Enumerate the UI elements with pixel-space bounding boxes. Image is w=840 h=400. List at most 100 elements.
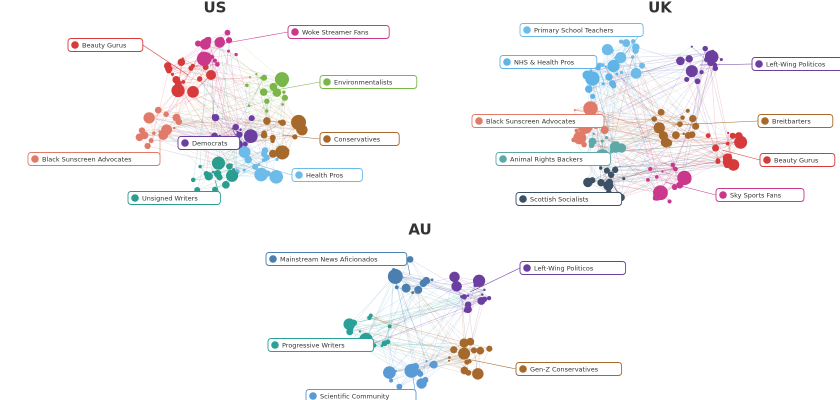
node (590, 93, 596, 99)
label-text: Mainstream News Aficionados (280, 256, 378, 264)
node (242, 141, 248, 147)
edge (362, 286, 457, 348)
label-box (265, 252, 408, 266)
node (699, 70, 704, 75)
node (689, 114, 697, 123)
leader-line (214, 31, 289, 46)
node (260, 76, 263, 80)
node (725, 141, 730, 146)
label-box (305, 389, 417, 400)
cluster-label: Left-Wing Politicos (469, 261, 627, 293)
node (705, 133, 711, 139)
node (172, 76, 181, 84)
edge (287, 130, 298, 151)
edge (602, 83, 651, 170)
node (346, 328, 354, 336)
node (682, 132, 685, 136)
edge (387, 341, 400, 387)
node (254, 167, 268, 182)
node (234, 52, 238, 57)
edge (199, 67, 206, 167)
node (476, 346, 485, 355)
node (734, 132, 743, 140)
edge (227, 32, 283, 80)
edge (613, 42, 627, 86)
node (411, 291, 415, 295)
node (727, 159, 740, 171)
node (609, 80, 616, 87)
node (206, 69, 217, 81)
node (646, 177, 650, 182)
edge (602, 60, 681, 85)
edge (215, 117, 303, 131)
edge (237, 121, 280, 145)
label-box (515, 192, 623, 206)
edge (349, 294, 483, 333)
node (244, 156, 252, 164)
node (394, 285, 399, 290)
label-dot (519, 365, 527, 373)
edge (176, 65, 194, 118)
leader-line (664, 181, 717, 196)
edge (588, 85, 614, 90)
node (269, 170, 284, 184)
node (447, 359, 450, 362)
edge (665, 135, 739, 143)
panel-title: AU (408, 221, 431, 239)
node (723, 162, 730, 169)
node (450, 346, 458, 354)
node (213, 170, 222, 178)
node (165, 65, 173, 73)
edge (240, 122, 283, 130)
cluster-label: Woke Streamer Fans (214, 25, 390, 46)
edge (183, 81, 285, 99)
edge (393, 269, 427, 362)
cluster-label: Left-Wing Politicos (699, 57, 840, 71)
label-box (515, 362, 623, 376)
node (261, 130, 267, 136)
edge (584, 127, 660, 145)
edge (621, 130, 661, 149)
node (396, 383, 403, 390)
label-text: Conservatives (334, 136, 381, 144)
node (615, 72, 619, 76)
node (719, 57, 723, 62)
cluster-label: Health Pros (257, 164, 363, 182)
edge (150, 110, 159, 141)
edge (165, 54, 237, 115)
edge (287, 124, 296, 151)
edge (583, 129, 605, 145)
edge (397, 273, 467, 311)
label-dot (763, 156, 771, 164)
leader-line (264, 81, 321, 93)
edge (409, 259, 424, 284)
edge (613, 64, 692, 72)
node (401, 283, 411, 293)
edge (620, 53, 712, 198)
edge (228, 50, 278, 93)
edge (381, 342, 465, 347)
label-text: Gen-Z Conservatives (530, 366, 599, 374)
edge (603, 118, 655, 129)
label-text: Breitbarters (772, 118, 811, 126)
edge (147, 145, 262, 175)
node (486, 345, 493, 352)
panel-title: UK (648, 0, 673, 17)
edge (574, 59, 707, 111)
edge (197, 184, 226, 191)
edge (365, 285, 476, 341)
edge (365, 276, 396, 340)
node (277, 77, 288, 88)
node (197, 76, 203, 82)
edge (390, 357, 450, 381)
edge (600, 159, 718, 169)
edge (626, 42, 719, 161)
node (680, 115, 685, 120)
edge (370, 315, 390, 327)
edge (381, 288, 407, 346)
node (605, 136, 608, 140)
edge (660, 59, 722, 193)
node (292, 134, 298, 140)
node (609, 48, 614, 53)
node (685, 108, 690, 113)
